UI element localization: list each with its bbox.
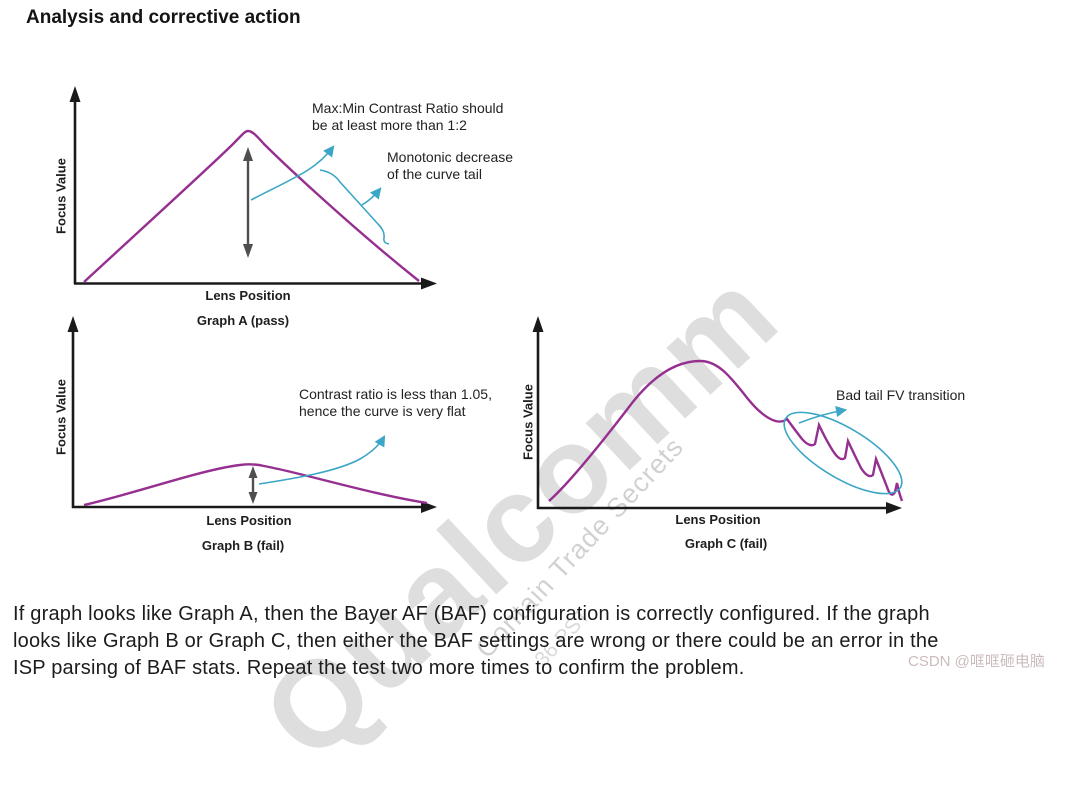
graph-c-figure: [532, 316, 904, 514]
graph-a-x-axis-label: Lens Position: [205, 288, 291, 303]
graph-c-y-axis-arrowhead: [532, 316, 544, 332]
graph-b-y-axis-label: Focus Value: [53, 379, 69, 455]
graph-b-annotation-flat: Contrast ratio is less than 1.05, hence …: [299, 386, 492, 420]
annotation-line: of the curve tail: [387, 166, 482, 182]
graph-b-figure: [67, 316, 437, 513]
annotation-line: hence the curve is very flat: [299, 403, 466, 419]
graph-b-y-axis-arrowhead: [67, 316, 79, 332]
graph-c-caption: Graph C (fail): [684, 536, 768, 551]
graph-a-tail-brace: [319, 169, 390, 245]
annotation-line: Bad tail FV transition: [836, 387, 966, 403]
annotation-line: be at least more than 1:2: [312, 117, 467, 133]
graph-a-caption: Graph A (pass): [196, 313, 290, 328]
graph-c-y-axis-label: Focus Value: [520, 384, 536, 460]
graph-a-double-arrow-bottom-head: [243, 244, 253, 258]
graph-a-y-axis-label: Focus Value: [53, 158, 69, 234]
graph-c-bad-tail-ellipse: [783, 411, 903, 495]
graph-b-x-axis-label: Lens Position: [206, 513, 292, 528]
paragraph-line: If graph looks like Graph A, then the Ba…: [13, 603, 930, 625]
graph-c-x-axis-label: Lens Position: [675, 512, 761, 527]
graph-a-annotation-monotonic: Monotonic decrease of the curve tail: [387, 149, 513, 183]
graph-c-annotation-arrow-bad-tail: [798, 406, 848, 424]
graph-c-annotation-bad-tail: Bad tail FV transition: [836, 387, 965, 404]
graph-b-double-arrow-top-head: [248, 466, 258, 478]
graph-a-annotation-arrow-monotonic: [361, 187, 382, 206]
annotation-line: Contrast ratio is less than 1.05,: [299, 386, 492, 402]
graph-b-x-axis-arrowhead: [421, 501, 437, 513]
paragraph-line: ISP parsing of BAF stats. Repeat the tes…: [13, 657, 745, 679]
graph-b-annotation-arrow-flat: [258, 435, 386, 485]
csdn-watermark: CSDN @哐哐砸电脑: [908, 653, 1045, 670]
body-paragraph: If graph looks like Graph A, then the Ba…: [13, 601, 939, 682]
figure-canvas: [67, 86, 904, 514]
graph-a-annotation-contrast: Max:Min Contrast Ratio should be at leas…: [312, 100, 503, 134]
annotation-line: Max:Min Contrast Ratio should: [312, 100, 504, 116]
graph-a-x-axis-arrowhead: [421, 277, 437, 290]
graph-a-double-arrow-top-head: [243, 147, 253, 161]
paragraph-line: looks like Graph B or Graph C, then eith…: [13, 630, 939, 652]
graph-b-caption: Graph B (fail): [201, 538, 285, 553]
graph-b-double-arrow-bottom-head: [248, 492, 258, 504]
graph-a-figure: [69, 86, 437, 290]
graph-b-curve: [83, 463, 428, 507]
page-title: Analysis and corrective action: [26, 7, 301, 28]
graph-c-curve: [548, 359, 904, 502]
graph-a-annotation-arrow-contrast: [250, 145, 335, 201]
graph-c-x-axis-arrowhead: [886, 502, 902, 514]
graph-a-y-axis-arrowhead: [69, 86, 81, 102]
graph-a-curve: [83, 129, 420, 283]
annotation-line: Monotonic decrease: [387, 149, 514, 165]
